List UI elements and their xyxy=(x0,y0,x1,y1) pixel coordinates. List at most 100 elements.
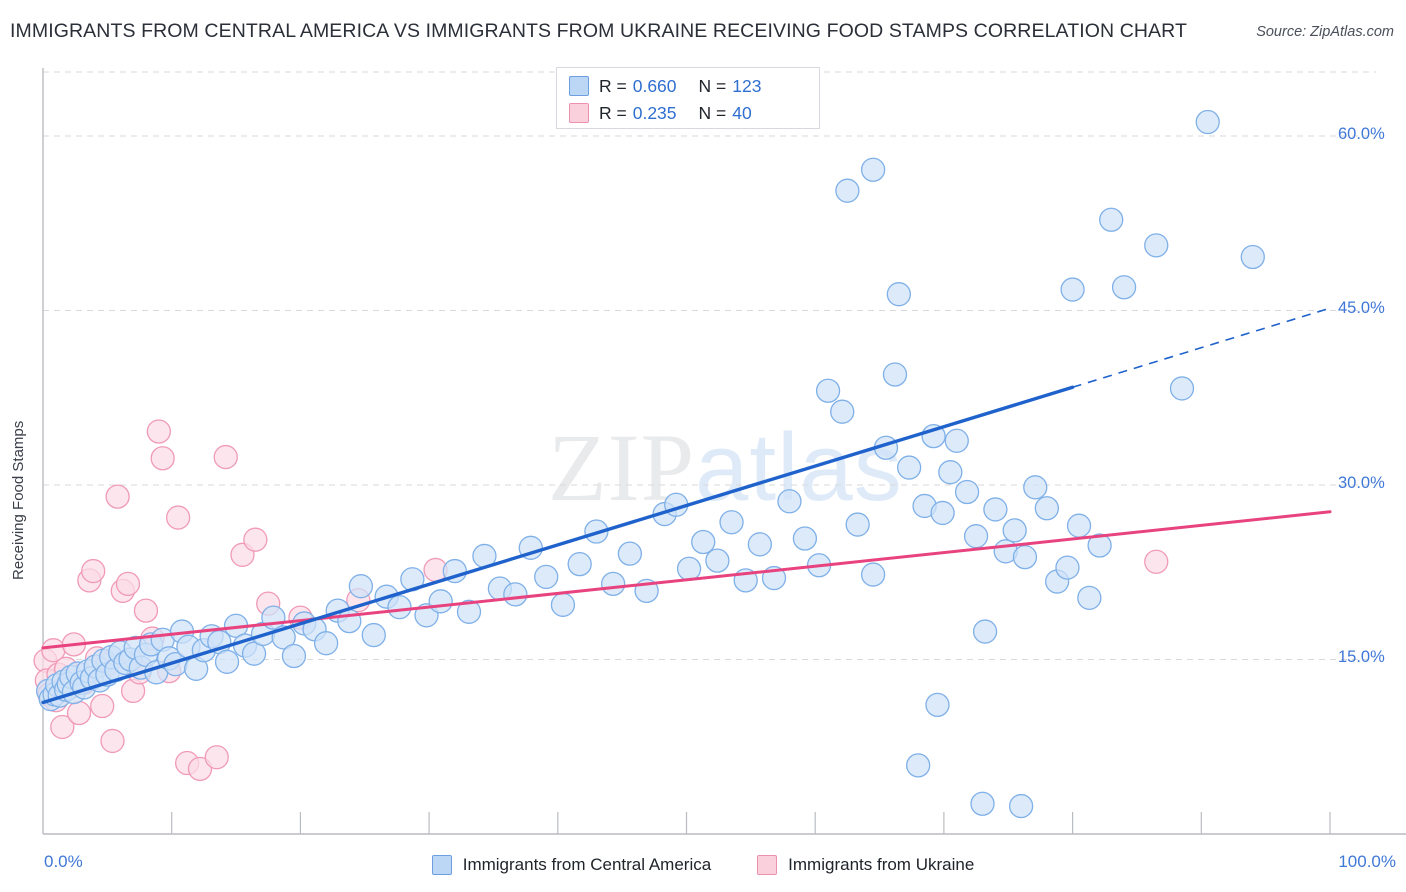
legend-r-label-1: R = xyxy=(599,75,627,96)
scatter-point xyxy=(1087,533,1112,558)
series-label-central-america: Immigrants from Central America xyxy=(462,855,712,874)
gridlines xyxy=(43,71,1376,660)
series-swatch-blue xyxy=(431,855,452,875)
scatter-point xyxy=(567,551,592,577)
x-axis-ticks xyxy=(171,812,1331,834)
legend-swatch-pink xyxy=(569,103,589,123)
scatter-point xyxy=(676,556,702,581)
scatter-point xyxy=(100,728,125,754)
scatter-point xyxy=(187,756,213,782)
scatter-point xyxy=(81,558,106,584)
scatter-point xyxy=(845,512,870,537)
scatter-point xyxy=(214,649,240,674)
scatter-point xyxy=(133,598,159,623)
scatter-point xyxy=(1060,277,1085,302)
scatter-point xyxy=(930,500,955,526)
scatter-point xyxy=(90,693,115,719)
scatter-point xyxy=(617,541,643,566)
scatter-point xyxy=(886,282,912,307)
scatter-point xyxy=(1169,376,1195,401)
scatter-point xyxy=(387,594,412,620)
trendline-ukraine xyxy=(41,510,1332,650)
scatter-point xyxy=(361,622,386,648)
scatter-point xyxy=(835,178,860,203)
scatter-point xyxy=(1066,513,1092,538)
scatter-point xyxy=(1077,585,1102,610)
legend-n-value-2: 40 xyxy=(732,102,752,123)
legend-r-value-1: 0.660 xyxy=(632,75,677,96)
scatter-point xyxy=(1008,793,1034,819)
scatter-point xyxy=(815,378,841,403)
legend-n-label-1: N = xyxy=(698,75,727,96)
scatter-point xyxy=(337,608,362,634)
scatter-point xyxy=(1240,244,1265,270)
scatter-point xyxy=(115,571,141,597)
y-tick-label: 30.0% xyxy=(1338,473,1385,492)
scatter-point xyxy=(243,527,268,552)
scatter-point xyxy=(705,548,730,573)
scatter-point xyxy=(970,791,995,816)
scatter-point xyxy=(882,362,908,387)
scatter-point xyxy=(600,571,626,597)
scatter-point xyxy=(897,455,922,480)
scatter-point xyxy=(50,714,75,740)
scatter-point xyxy=(150,446,175,471)
series-swatch-pink xyxy=(757,855,778,875)
legend-r-label-2: R = xyxy=(599,102,627,123)
scatter-point xyxy=(503,582,528,607)
scatter-point xyxy=(146,419,171,444)
scatter-point xyxy=(534,564,559,590)
scatter-point xyxy=(1023,475,1048,500)
scatter-point xyxy=(165,505,191,530)
scatter-point xyxy=(550,592,576,617)
legend-r-value-2: 0.235 xyxy=(632,102,677,123)
scatter-point xyxy=(1012,544,1038,570)
scatter-point xyxy=(925,692,950,718)
scatter-series-central-america xyxy=(35,109,1265,819)
scatter-point xyxy=(213,444,238,470)
scatter-point xyxy=(105,484,130,509)
scatter-point xyxy=(830,399,855,424)
scatter-point xyxy=(66,700,92,726)
scatter-point xyxy=(313,631,339,656)
scatter-point xyxy=(456,599,482,624)
series-legend-item-ukraine[interactable]: Immigrants from Ukraine xyxy=(757,855,974,875)
correlation-legend: R = 0.660 N = 123 R = 0.235 N = 40 xyxy=(556,67,820,129)
series-label-ukraine: Immigrants from Ukraine xyxy=(788,855,975,874)
x-axis-min-label: 0.0% xyxy=(44,852,83,871)
y-tick-label: 45.0% xyxy=(1338,299,1385,318)
scatter-point xyxy=(860,562,886,587)
y-tick-label: 60.0% xyxy=(1338,124,1385,143)
scatter-point xyxy=(691,529,716,555)
trendline-central-america xyxy=(41,307,1331,705)
source-attribution: Source: ZipAtlas.com xyxy=(1256,24,1394,40)
scatter-point xyxy=(954,479,980,505)
scatter-series-ukraine xyxy=(33,419,1169,782)
scatter-point xyxy=(983,497,1008,522)
scatter-point xyxy=(1002,518,1027,543)
scatter-point xyxy=(906,753,931,778)
series-legend-item-central-america[interactable]: Immigrants from Central America xyxy=(431,855,712,875)
scatter-point xyxy=(963,524,989,549)
scatter-point xyxy=(1034,496,1060,521)
legend-row-central-america: R = 0.660 N = 123 xyxy=(569,73,761,99)
x-axis-max-label: 100.0% xyxy=(1338,852,1396,871)
scatter-point xyxy=(241,641,267,666)
scatter-point xyxy=(972,619,998,644)
scatter-point xyxy=(777,489,802,514)
scatter-point xyxy=(204,745,229,770)
scatter-point xyxy=(428,589,453,614)
scatter-point xyxy=(938,460,963,485)
scatter-point xyxy=(281,643,307,669)
axis-lines xyxy=(42,68,1406,835)
scatter-point xyxy=(944,428,969,453)
page-title: IMMIGRANTS FROM CENTRAL AMERICA VS IMMIG… xyxy=(10,20,1188,42)
y-tick-label: 15.0% xyxy=(1338,648,1385,667)
scatter-point xyxy=(348,574,374,599)
scatter-point xyxy=(1111,275,1137,300)
legend-n-label-2: N = xyxy=(698,102,727,123)
series-legend: Immigrants from Central America Immigran… xyxy=(0,848,1406,882)
scatter-point xyxy=(792,526,818,551)
